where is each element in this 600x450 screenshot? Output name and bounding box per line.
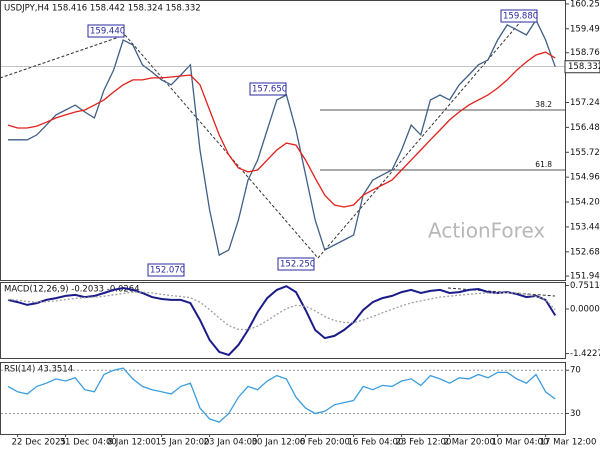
- y-tick-label: 154.200: [570, 198, 600, 208]
- fib-label: 61.8: [535, 160, 552, 169]
- y-tick-label: 156.480: [570, 123, 600, 133]
- annotation: 159.440: [90, 27, 125, 37]
- trend-line: [124, 34, 319, 259]
- rsi-title: RSI(14) 43.3514: [4, 365, 73, 375]
- y-tick-label: 153.440: [570, 222, 600, 232]
- x-tick-label: 23 Jan 04:00: [204, 438, 258, 448]
- y-tick-label: 157.240: [570, 98, 600, 108]
- x-tick-label: 2 Mar 20:00: [444, 438, 495, 448]
- y-tick-label: 30: [570, 409, 581, 419]
- x-tick-label: 22 Dec 2025: [12, 438, 66, 448]
- last-price-label: 158.332: [568, 62, 600, 72]
- last-price-box: [564, 60, 600, 74]
- macd-panel: [0, 282, 566, 359]
- x-tick-label: 16 Feb 04:00: [348, 438, 404, 448]
- y-tick-label: 160.250: [570, 0, 600, 9]
- macd-title: MACD(12,26,9) -0.2033 -0.0264: [4, 285, 140, 295]
- y-tick-label: 0.0000: [570, 305, 600, 315]
- y-tick-label: -1.4227: [570, 349, 600, 359]
- y-tick-label: 155.720: [570, 148, 600, 158]
- series-line: [7, 291, 556, 331]
- x-tick-label: 17 Mar 12:00: [540, 438, 597, 448]
- series-line: [7, 285, 557, 357]
- fib-label: 38.2: [535, 100, 552, 109]
- y-tick-label: 159.490: [570, 24, 600, 34]
- x-tick-label: 30 Jan 12:00: [252, 438, 306, 448]
- x-tick-label: 10 Mar 04:00: [492, 438, 549, 448]
- chart-title: USDJPY,H4 158.416 158.442 158.324 158.33…: [4, 4, 201, 14]
- annotation-box: [87, 24, 125, 38]
- series-line: [7, 51, 556, 208]
- y-tick-label: 70: [570, 366, 581, 376]
- y-tick-label: 151.940: [570, 272, 600, 282]
- trend-line: [0, 34, 126, 79]
- series-line: [8, 18, 556, 257]
- annotation: 159.880: [503, 12, 538, 22]
- main-panel: [0, 0, 566, 281]
- watermark: ActionForex: [428, 219, 545, 243]
- annotation: 157.650: [252, 85, 287, 95]
- x-tick-label: 31 Dec 04:00: [60, 438, 117, 448]
- x-tick-label: 23 Feb 12:00: [396, 438, 452, 448]
- annotation: 152.250: [280, 260, 315, 270]
- x-tick-label: 8 Jan 12:00: [108, 438, 156, 448]
- series-line: [7, 367, 556, 423]
- macd-trend-line: [447, 287, 556, 297]
- y-tick-label: 158.760: [570, 48, 600, 58]
- y-tick-label: 0.7511: [570, 281, 600, 291]
- annotation-box: [500, 9, 538, 23]
- annotation-box: [249, 82, 287, 96]
- x-tick-label: 15 Jan 20:00: [156, 438, 210, 448]
- annotation: 152.070: [150, 266, 185, 276]
- y-tick-label: 154.960: [570, 173, 600, 183]
- annotation-box: [277, 257, 315, 271]
- x-tick-label: 6 Feb 20:00: [300, 438, 350, 448]
- rsi-panel: [0, 362, 566, 435]
- annotation-box: [147, 263, 185, 277]
- y-tick-label: 152.680: [570, 247, 600, 257]
